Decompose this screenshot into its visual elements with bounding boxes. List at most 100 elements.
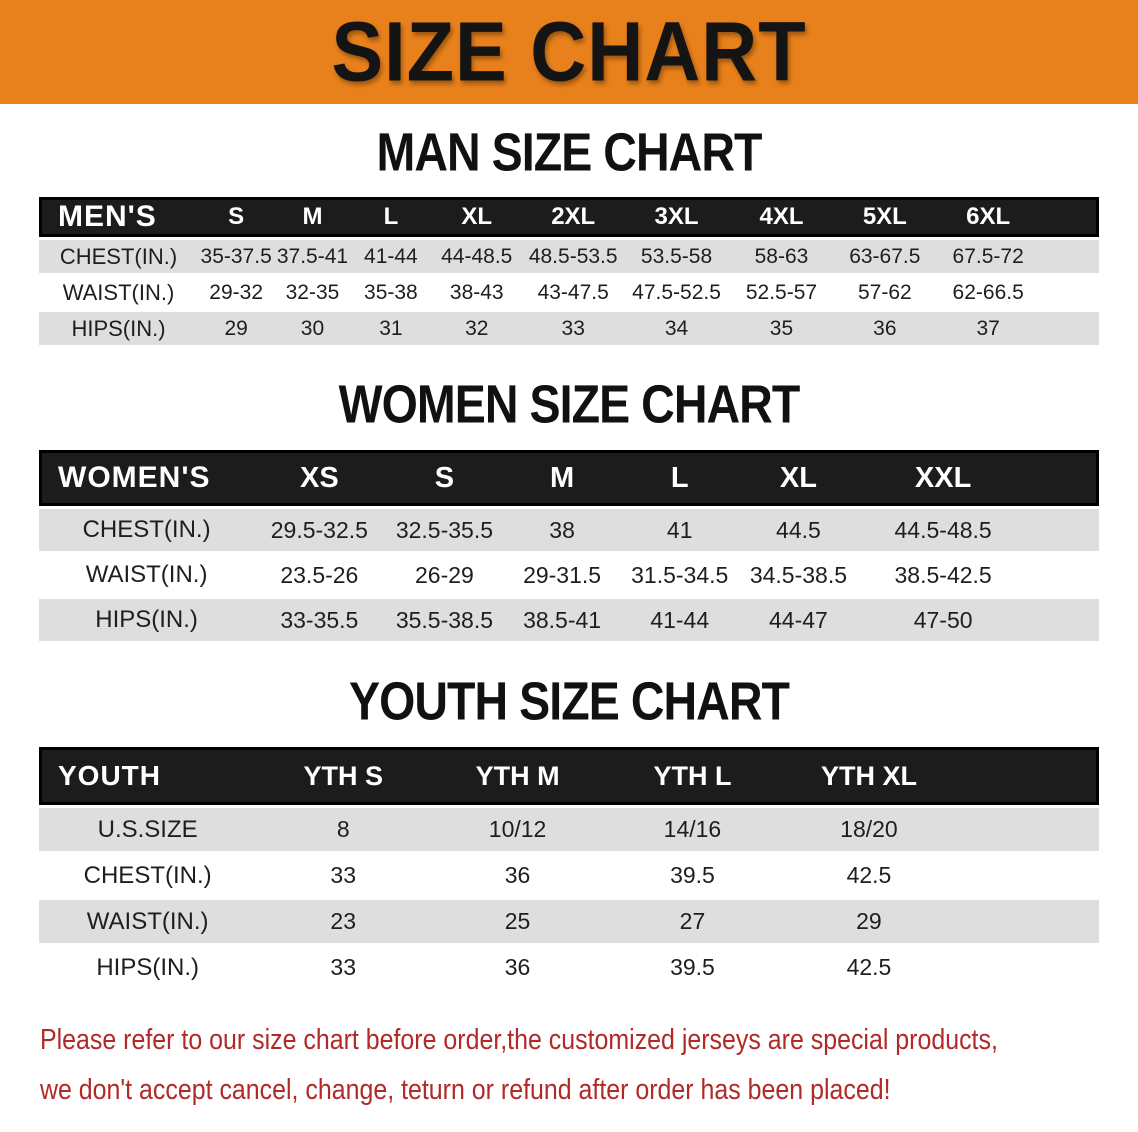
size-value-cell: 42.5 [779, 854, 958, 897]
row-filler [957, 946, 1099, 989]
size-value-cell: 41 [619, 509, 740, 551]
size-column-header: XS [254, 450, 385, 506]
size-value-cell: 52.5-57 [729, 276, 834, 309]
size-column-header: XL [739, 450, 858, 506]
size-value-cell: 30 [274, 312, 351, 345]
size-value-cell: 38.5-42.5 [857, 554, 1029, 596]
row-label: HIPS(IN.) [39, 599, 255, 641]
size-value-cell: 37 [935, 312, 1041, 345]
size-column-header: M [504, 450, 620, 506]
size-value-cell: 18/20 [779, 808, 958, 851]
table-row: HIPS(IN.) 29 30 31 32 33 34 35 36 37 [39, 312, 1099, 345]
size-value-cell: 43-47.5 [522, 276, 625, 309]
row-filler [957, 900, 1099, 943]
size-value-cell: 23 [256, 900, 431, 943]
size-value-cell: 47-50 [857, 599, 1029, 641]
size-value-cell: 38-43 [431, 276, 523, 309]
size-value-cell: 29 [779, 900, 958, 943]
row-label: U.S.SIZE [39, 808, 257, 851]
header-filler [957, 747, 1099, 805]
size-value-cell: 41-44 [350, 240, 432, 273]
size-column-header: YTH M [430, 747, 606, 805]
row-label: WAIST(IN.) [39, 900, 257, 943]
size-value-cell: 32.5-35.5 [384, 509, 505, 551]
row-filler [1028, 554, 1099, 596]
youth-size-section: YOUTH SIZE CHART YOUTH YTH S YTH M YTH L YTH… [0, 672, 1138, 992]
page-title: SIZE CHART [331, 4, 807, 99]
size-column-header: L [619, 450, 740, 506]
size-value-cell: 44.5-48.5 [857, 509, 1029, 551]
row-filler [1040, 276, 1099, 309]
size-value-cell: 57-62 [833, 276, 936, 309]
row-label: WAIST(IN.) [39, 554, 255, 596]
women-section-heading: WOMEN SIZE CHART [338, 375, 801, 435]
table-row: HIPS(IN.) 33 36 39.5 42.5 [39, 946, 1099, 989]
header-filler [1040, 197, 1099, 237]
table-corner-label: MEN'S [39, 197, 198, 237]
youth-size-table: YOUTH YTH S YTH M YTH L YTH XL U.S.SIZE 8 10/12… [39, 744, 1099, 992]
row-label: HIPS(IN.) [39, 312, 198, 345]
size-value-cell: 31.5-34.5 [619, 554, 740, 596]
row-label: HIPS(IN.) [39, 946, 257, 989]
size-value-cell: 48.5-53.5 [522, 240, 625, 273]
size-column-header: YTH XL [779, 747, 958, 805]
size-column-header: L [350, 197, 432, 237]
size-value-cell: 41-44 [619, 599, 740, 641]
size-value-cell: 26-29 [384, 554, 505, 596]
men-section-heading: MAN SIZE CHART [376, 123, 763, 183]
size-value-cell: 44-47 [739, 599, 858, 641]
row-filler [1040, 312, 1099, 345]
size-value-cell: 36 [430, 854, 606, 897]
size-column-header: YTH S [256, 747, 431, 805]
size-value-cell: 63-67.5 [833, 240, 936, 273]
row-filler [1028, 599, 1099, 641]
size-column-header: S [384, 450, 505, 506]
disclaimer-line-2: we don't accept cancel, change, teturn o… [40, 1073, 891, 1106]
size-value-cell: 35.5-38.5 [384, 599, 505, 641]
size-column-header: 3XL [624, 197, 730, 237]
size-value-cell: 14/16 [605, 808, 780, 851]
size-column-header: 2XL [522, 197, 625, 237]
order-disclaimer: Please refer to our size chart before or… [40, 1016, 998, 1116]
size-value-cell: 34.5-38.5 [739, 554, 858, 596]
size-value-cell: 32-35 [274, 276, 351, 309]
size-value-cell: 62-66.5 [935, 276, 1041, 309]
size-column-header: YTH L [605, 747, 780, 805]
table-row: CHEST(IN.) 33 36 39.5 42.5 [39, 854, 1099, 897]
size-value-cell: 35-38 [350, 276, 432, 309]
size-column-header: 5XL [833, 197, 936, 237]
size-value-cell: 8 [256, 808, 431, 851]
size-column-header: S [198, 197, 275, 237]
size-value-cell: 39.5 [605, 854, 780, 897]
table-row: HIPS(IN.) 33-35.5 35.5-38.5 38.5-41 41-44 44-… [39, 599, 1099, 641]
row-filler [957, 854, 1099, 897]
size-value-cell: 29-31.5 [504, 554, 620, 596]
size-value-cell: 27 [605, 900, 780, 943]
size-value-cell: 47.5-52.5 [624, 276, 730, 309]
size-value-cell: 38 [504, 509, 620, 551]
row-label: CHEST(IN.) [39, 240, 198, 273]
size-value-cell: 10/12 [430, 808, 606, 851]
size-value-cell: 33 [256, 854, 431, 897]
size-value-cell: 35 [729, 312, 834, 345]
size-value-cell: 39.5 [605, 946, 780, 989]
size-value-cell: 29.5-32.5 [254, 509, 385, 551]
size-value-cell: 67.5-72 [935, 240, 1041, 273]
women-size-table: WOMEN'S XS S M L XL XXL CHEST(IN.) 29.5-32.5 32.5… [39, 447, 1099, 644]
men-size-table: MEN'S S M L XL 2XL 3XL 4XL 5XL 6XL CHEST(IN.) 35-37… [39, 194, 1099, 348]
table-row: WAIST(IN.) 29-32 32-35 35-38 38-43 43-47.5 47.… [39, 276, 1099, 309]
size-column-header: 4XL [729, 197, 834, 237]
row-filler [1040, 240, 1099, 273]
size-column-header: XL [431, 197, 523, 237]
size-value-cell: 34 [624, 312, 730, 345]
youth-section-heading: YOUTH SIZE CHART [349, 672, 790, 732]
table-row: WAIST(IN.) 23 25 27 29 [39, 900, 1099, 943]
size-value-cell: 36 [430, 946, 606, 989]
size-value-cell: 44.5 [739, 509, 858, 551]
row-filler [1028, 509, 1099, 551]
size-column-header: M [274, 197, 351, 237]
size-value-cell: 33 [256, 946, 431, 989]
size-value-cell: 35-37.5 [198, 240, 275, 273]
size-value-cell: 33 [522, 312, 625, 345]
table-row: U.S.SIZE 8 10/12 14/16 18/20 [39, 808, 1099, 851]
